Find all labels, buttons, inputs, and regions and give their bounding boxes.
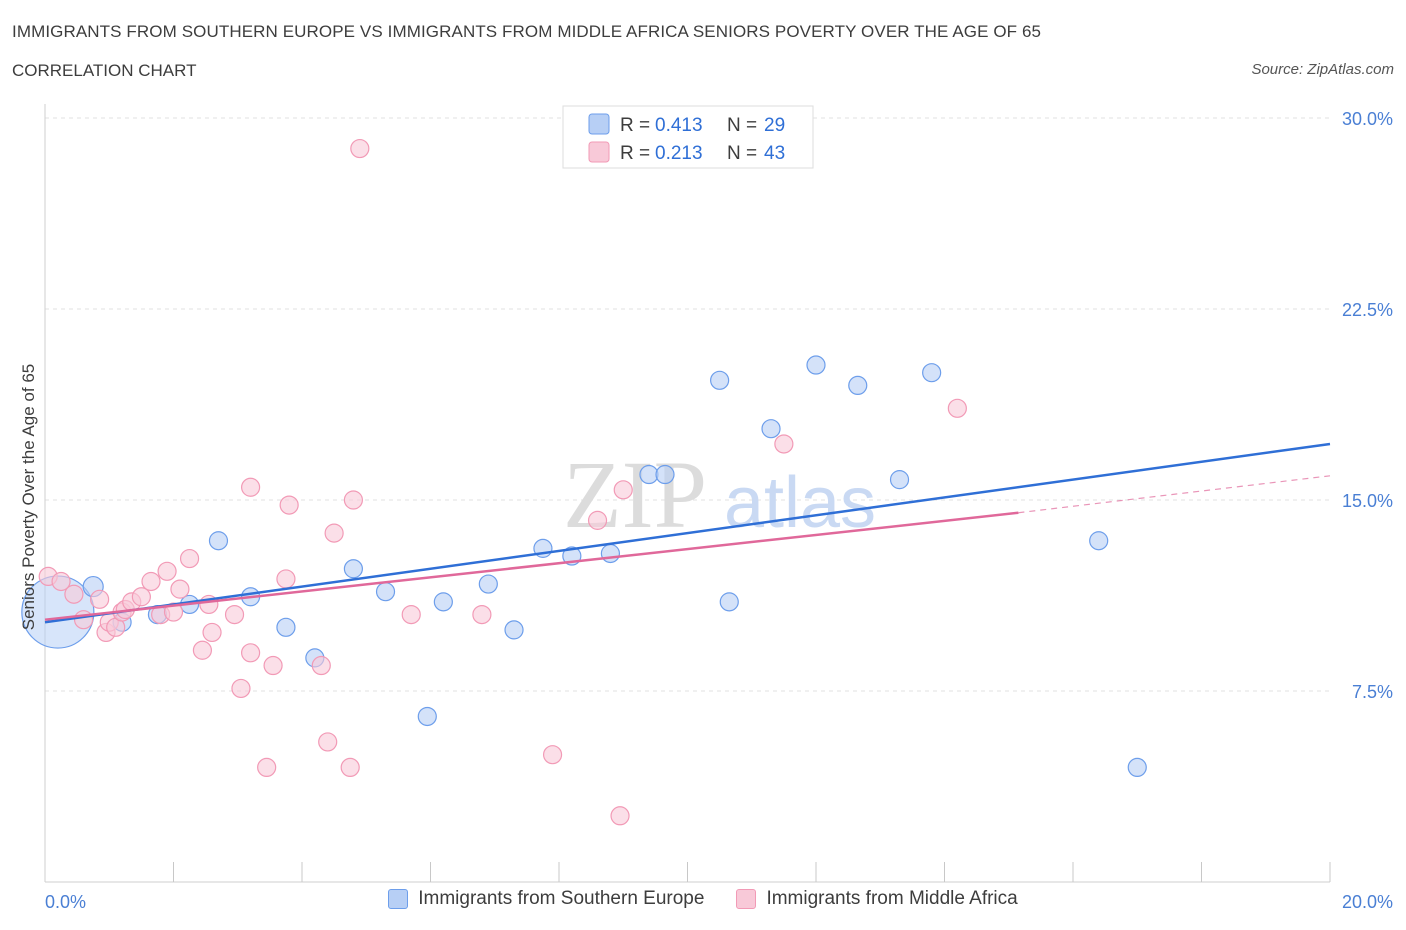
watermark-zip: ZIP [563,441,707,548]
trend-line-dashed-s1 [1018,475,1331,514]
tick-labels: 7.5% 15.0% 22.5% 30.0% 0.0% 20.0% [45,109,1393,912]
gridlines [45,117,1330,692]
stats-legend: R = 0.413 N = 29 R = 0.213 N = 43 [562,105,814,169]
trend-lines [44,442,1331,624]
point-s0-23 [806,355,826,375]
point-s1-17 [179,548,200,569]
legend-label-middle-africa: Immigrants from Middle Africa [766,888,1018,909]
point-s1-37 [542,745,563,765]
svg-text:R = 0.213 N =: R = 0.213 N = 43 [620,143,785,164]
point-s0-27 [1089,531,1109,551]
point-s0-25 [889,470,910,490]
point-s1-21 [224,604,245,625]
stat-r-value-2: 0.213 [655,143,703,164]
point-s1-34 [350,138,370,159]
point-s1-14 [157,561,177,581]
point-s1-27 [276,569,296,589]
legend-swatch-middle-africa [588,141,610,163]
y-tick-label-1: 15.0% [1342,491,1393,511]
point-s0-17 [600,543,621,564]
point-s1-28 [279,495,299,515]
y-axis-label: Seniors Poverty Over the Age of 65 [19,364,38,630]
point-s1-4 [90,589,110,609]
point-s0-24 [848,375,868,395]
point-s0-10 [375,582,396,602]
y-tick-label-0: 7.5% [1352,682,1393,702]
point-s0-21 [719,592,739,612]
point-s0-22 [761,419,781,439]
x-tick-label-min: 0.0% [45,892,86,912]
point-s0-12 [433,592,453,612]
trend-line-s1 [44,511,1019,621]
stat-n-label-2: N = [727,143,762,164]
point-s0-13 [478,574,498,594]
stat-r-label-2: R = [620,143,655,164]
point-s0-9 [343,559,363,579]
axes [44,104,1331,883]
legend-swatch-blue [388,889,409,909]
point-s1-30 [318,732,338,752]
trend-line-s0 [44,442,1331,624]
data-points [21,138,1147,826]
x-tick-label-max: 20.0% [1342,892,1393,912]
legend-swatch-pink [736,889,757,909]
point-s1-15 [163,602,184,622]
point-s1-40 [613,480,633,500]
chart-title: IMMIGRANTS FROM SOUTHERN EUROPE VS IMMIG… [12,22,1042,41]
point-s0-14 [504,620,524,640]
stat-n-label-1: N = [727,115,762,136]
point-s1-12 [141,571,161,592]
legend-label-southern-europe: Immigrants from Southern Europe [418,888,705,909]
stat-n-value-1: 29 [764,115,785,136]
point-s1-41 [774,434,794,454]
point-s1-32 [340,757,360,778]
point-s0-5 [208,531,229,551]
point-s1-18 [192,640,213,660]
point-s1-3 [73,610,94,630]
point-s1-20 [202,622,222,643]
svg-text:R = 0.413 N =: R = 0.413 N = 29 [620,115,785,136]
y-tick-label-3: 30.0% [1342,109,1393,129]
point-s1-42 [947,398,967,418]
point-s1-22 [231,678,251,699]
stat-n-value-2: 43 [764,143,785,164]
point-s0-26 [922,363,942,383]
point-s1-36 [472,604,492,625]
legend-item-middle-africa: Immigrants from Middle Africa [736,888,1018,910]
point-s1-35 [401,604,421,625]
point-s1-11 [131,587,151,607]
point-s1-29 [311,655,331,676]
point-s1-26 [263,655,283,676]
point-s1-31 [324,523,344,543]
point-s1-39 [610,806,630,826]
point-s1-38 [587,510,608,530]
point-s1-24 [241,643,261,663]
point-s1-1 [51,571,71,592]
stat-r-value-1: 0.413 [655,115,703,136]
y-tick-label-2: 22.5% [1342,300,1393,320]
source-label: Source: ZipAtlas.com [1251,61,1394,78]
stat-r-label-1: R = [620,115,655,136]
legend-item-southern-europe: Immigrants from Southern Europe [388,888,704,910]
point-s0-28 [1127,757,1147,778]
point-s0-18 [639,464,659,485]
legend-swatch-southern-europe [588,113,610,135]
watermark-atlas: atlas [724,463,876,543]
point-s1-33 [343,490,363,510]
point-s1-2 [64,584,84,604]
series-legend: Immigrants from Southern Europe Immigran… [0,888,1406,910]
chart-subtitle: CORRELATION CHART [12,61,197,80]
point-s0-19 [655,464,675,485]
point-s1-16 [170,579,190,599]
point-s0-7 [276,617,296,637]
point-s0-11 [417,706,437,727]
watermark: ZIP atlas [563,441,876,548]
point-s0-20 [710,370,730,390]
point-s1-23 [241,477,261,497]
point-s1-25 [257,757,277,778]
